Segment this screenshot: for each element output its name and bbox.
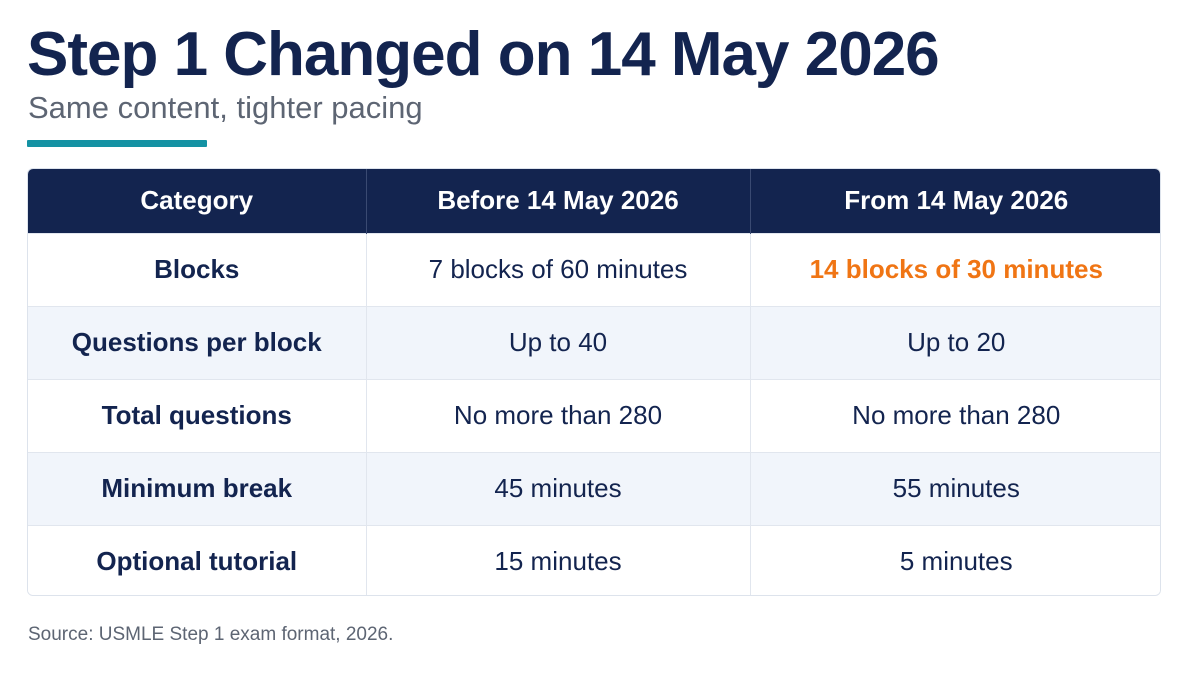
row-category: Total questions (28, 378, 366, 452)
row-from-value: 55 minutes (749, 451, 1160, 525)
header-before: Before 14 May 2026 (365, 169, 750, 233)
row-from-value: 5 minutes (749, 524, 1160, 595)
table-row: Blocks 7 blocks of 60 minutes 14 blocks … (28, 232, 1160, 306)
row-before-value: No more than 280 (365, 378, 750, 452)
accent-bar (27, 140, 207, 147)
header-category: Category (140, 185, 254, 216)
page-subtitle: Same content, tighter pacing (28, 90, 423, 125)
page-title: Step 1 Changed on 14 May 2026 (27, 20, 940, 89)
table-row: Minimum break 45 minutes 55 minutes (28, 451, 1160, 525)
comparison-table-container: Category Before 14 May 2026 From 14 May … (27, 168, 1161, 596)
table-row: Questions per block Up to 40 Up to 20 (28, 305, 1160, 379)
row-from-value-highlight: 14 blocks of 30 minutes (749, 232, 1160, 306)
row-category: Minimum break (28, 451, 366, 525)
row-before-value: 15 minutes (365, 524, 750, 595)
header-from: From 14 May 2026 (749, 169, 1160, 233)
table-row: Total questions No more than 280 No more… (28, 378, 1160, 452)
row-before-value: 45 minutes (365, 451, 750, 525)
source-note: Source: USMLE Step 1 exam format, 2026. (28, 624, 394, 645)
row-category: Optional tutorial (28, 524, 366, 595)
row-from-value: Up to 20 (749, 305, 1160, 379)
row-category: Blocks (28, 232, 366, 306)
table-header-row: Category Before 14 May 2026 From 14 May … (28, 169, 1160, 233)
comparison-table: Category Before 14 May 2026 From 14 May … (28, 169, 1160, 595)
row-before-value: Up to 40 (365, 305, 750, 379)
row-from-value: No more than 280 (749, 378, 1160, 452)
table-row: Optional tutorial 15 minutes 5 minutes (28, 524, 1160, 595)
row-category: Questions per block (28, 305, 366, 379)
row-before-value: 7 blocks of 60 minutes (365, 232, 750, 306)
